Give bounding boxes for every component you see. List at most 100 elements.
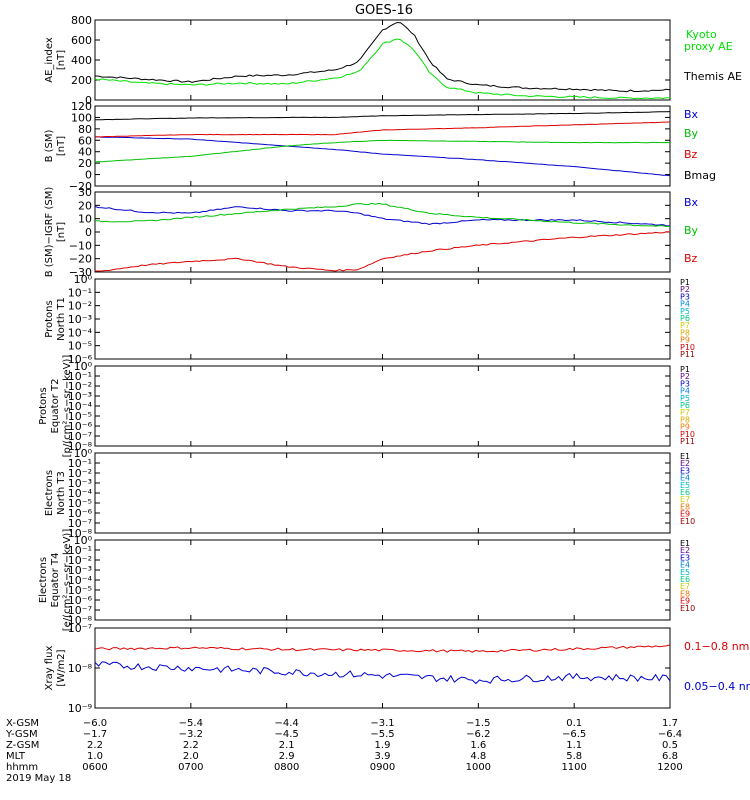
legend-xray-1: 0.05−0.4 nm [684,680,750,693]
ytick-label-ee: 10⁻⁸ [68,614,93,627]
legend-pn-p4: P4 [680,300,690,309]
series-bsm-2 [94,139,671,163]
ytick-label-pn: 10⁰ [74,273,93,286]
ytick-label-pn: 10⁻⁵ [68,340,92,353]
ytick-label-ee: 10⁰ [74,534,93,547]
footer-row-label: hhmm [6,762,38,773]
legend-bsm-2: Bz [684,148,698,161]
ytick-label-ee: 10⁻⁵ [68,584,92,597]
legend-en-e3: E3 [680,466,690,475]
legend-ae-0: Kyoto [686,28,717,41]
footer-value: 1.9 [375,740,391,751]
ytick-label-pe: 10⁻² [68,380,92,393]
legend-pe-p2: P2 [680,372,690,381]
ytick-label-pn: 10⁻³ [68,313,92,326]
ytick-label-pe: 10⁰ [74,360,93,373]
ytick-label-bigrf: −20 [69,253,92,266]
footer-value: 1.0 [87,751,103,762]
ylabel-pn: Protons [44,300,55,337]
ylabel-bsm: B (SM) [44,129,55,162]
legend-pe-p8: P8 [680,415,690,424]
legend-en-e8: E8 [680,502,690,511]
legend-en-e4: E4 [680,474,690,483]
footer-value: −1.7 [83,729,107,740]
ytick-label-bsm: 20 [78,157,92,170]
panel-xray: 10⁻⁷ 10⁻⁸ 10⁻⁹ Xray flux [W/m2] 0.1−0.8 nm 0.0… [44,622,750,715]
ytick-label-bsm: −20 [69,180,92,193]
ytick-label-bsm: 80 [78,123,92,136]
ytick-label-ee: 10⁻⁷ [68,604,92,617]
ytick-label-en: 10⁻³ [68,477,92,490]
footer-row-label: Z-GSM [6,740,39,751]
ytick-label-pe: 10⁻¹ [68,370,92,383]
footer-value: −6.4 [658,729,682,740]
ytick-label-pe: 10⁻³ [68,390,92,403]
ytick-label-pe: 10⁻⁴ [68,400,93,413]
ytick-label-bsm: 40 [78,146,92,159]
legend-pn-p5: P5 [680,307,690,316]
panel-frame-pn [94,278,671,360]
footer-value: 0.5 [662,740,678,751]
ytick-label-bigrf: −30 [69,266,92,279]
legend-en-e9: E9 [680,510,690,519]
ytick-label-ae: 0 [85,94,92,107]
legend-ee-e9: E9 [680,597,690,606]
ytick-label-xray: 10⁻⁸ [68,662,93,675]
legend-ee-e6: E6 [680,575,690,584]
legend-bsm-3: Bmag [684,169,716,182]
ytick-label-en: 10⁻⁶ [68,507,93,520]
series-bsm-1 [94,136,671,177]
series-ae-1 [94,38,671,100]
ytick-label-pn: 10⁻² [68,300,92,313]
series-xray-1 [94,661,671,685]
footer-value: −4.5 [275,729,299,740]
ytick-label-ee: 10⁻² [68,554,92,567]
ytick-label-en: 10⁻⁸ [68,527,93,540]
footer-value: 1.1 [566,740,582,751]
footer-value: 1.7 [662,718,678,729]
ylabel-pe: [p/(cm²−s−sr−keV)] [62,355,73,458]
footer-value: 6.8 [662,751,678,762]
ytick-label-en: 10⁻⁴ [68,487,93,500]
legend-en-e10: E10 [680,517,695,526]
ytick-label-bsm: 120 [71,100,92,113]
series-ae-0 [94,22,671,93]
footer-value: −6.5 [562,729,586,740]
ylabel-xray: Xray flux [44,646,55,691]
footer-value: 1200 [657,762,682,773]
series-bsm-3 [95,121,671,138]
footer-value: −3.1 [370,718,394,729]
ytick-label-ee: 10⁻⁶ [68,594,93,607]
panel-frame-en [94,452,671,534]
ytick-label-pe: 10⁻⁸ [68,440,93,453]
legend-en-e1: E1 [680,452,690,461]
ylabel-ee: Equator T4 [50,553,61,608]
panel-frame-pe [94,365,671,447]
legend-pn-p6: P6 [680,314,690,323]
ytick-label-en: 10⁻¹ [68,457,92,470]
legend-bsm-0: Bx [684,108,699,121]
legend-pe-p5: P5 [680,394,690,403]
footer-value: −1.5 [466,718,490,729]
ytick-label-pe: 10⁻⁶ [68,420,93,433]
ylabel-en: North T3 [56,471,67,515]
panel-frame-xray [94,627,671,709]
footer-row-label: Y-GSM [5,729,38,740]
legend-pn-p8: P8 [680,328,690,337]
ytick-label-ee: 10⁻³ [68,564,92,577]
panel-ee: 10⁰10⁻¹10⁻²10⁻³10⁻⁴10⁻⁵10⁻⁶10⁻⁷10⁻⁸Elect… [38,529,695,632]
footer-value: −6.2 [466,729,490,740]
ytick-label-pe: 10⁻⁷ [68,430,92,443]
ylabel-pe: Equator T2 [50,379,61,434]
legend-bigrf-0: Bx [684,196,699,209]
legend-pe-p9: P9 [680,423,690,432]
legend-ee-e7: E7 [680,582,690,591]
footer-value: 2.2 [183,740,199,751]
ytick-label-en: 10⁰ [74,447,93,460]
ytick-label-xray: 10⁻⁹ [68,702,92,715]
ytick-label-bsm: 60 [78,134,92,147]
legend-pn-p9: P9 [680,336,690,345]
footer-value: 3.9 [375,751,391,762]
